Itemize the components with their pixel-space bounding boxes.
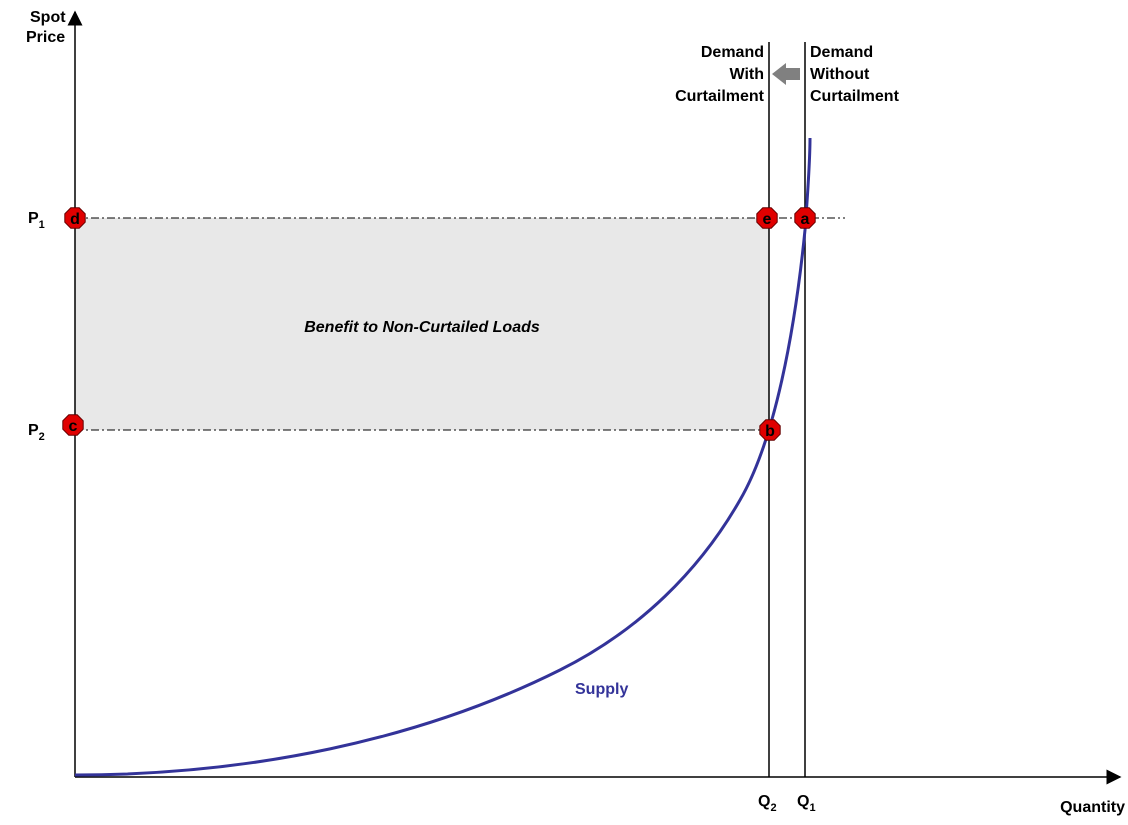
point-marker xyxy=(64,207,86,229)
benefit-area xyxy=(75,218,769,430)
demand-without-label: Demand Without Curtailment xyxy=(810,44,900,105)
point-label: d xyxy=(70,211,80,228)
area-label: Benefit to Non-Curtailed Loads xyxy=(304,319,540,336)
point-label: c xyxy=(69,418,78,435)
y-axis-label: Spot Price xyxy=(26,9,66,46)
point-marker xyxy=(759,419,781,441)
point-label: a xyxy=(801,211,810,228)
point-marker xyxy=(62,414,84,436)
q2-label: Q2 xyxy=(758,793,777,814)
point-label: e xyxy=(763,211,772,228)
q1-label: Q1 xyxy=(797,793,816,814)
point-label: b xyxy=(765,423,775,440)
shift-arrow xyxy=(772,63,800,85)
supply-curve xyxy=(74,137,812,777)
supply-label: Supply xyxy=(575,681,628,698)
p1-label: P1 xyxy=(28,210,45,231)
x-axis-label: Quantity xyxy=(1060,799,1125,816)
point-marker xyxy=(794,207,816,229)
p2-label: P2 xyxy=(28,422,45,443)
demand-with-label: Demand With Curtailment xyxy=(675,44,765,105)
point-marker xyxy=(756,207,778,229)
